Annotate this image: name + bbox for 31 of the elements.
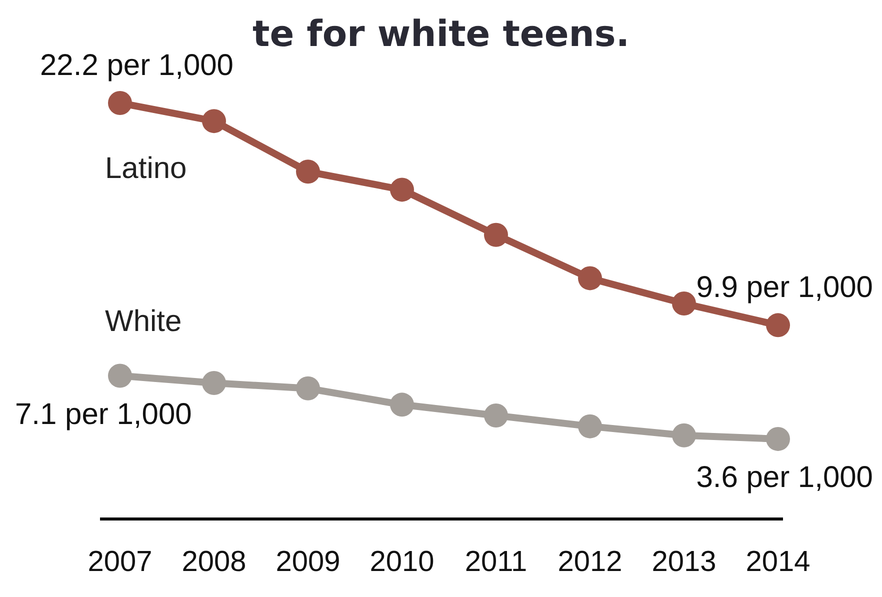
chart-title: te for white teens.	[252, 14, 630, 55]
point	[484, 403, 508, 428]
x-tick-label: 2014	[746, 546, 810, 578]
x-tick-label: 2008	[182, 546, 246, 578]
point	[390, 392, 414, 417]
point	[578, 414, 602, 438]
point	[202, 370, 226, 395]
point	[108, 91, 132, 115]
series-label: Latino	[105, 152, 187, 185]
x-tick-label: 2007	[88, 546, 152, 578]
series-label: White	[105, 304, 182, 338]
point	[296, 160, 320, 184]
point	[296, 376, 320, 400]
point	[202, 109, 226, 134]
data-label: 9.9 per 1,000	[696, 271, 873, 304]
point	[672, 423, 696, 448]
x-tick-label: 2012	[558, 546, 622, 578]
x-tick-label: 2013	[652, 546, 716, 578]
x-tick-label: 2011	[464, 546, 528, 578]
point	[390, 178, 414, 202]
point	[578, 266, 602, 290]
point	[766, 426, 790, 451]
point	[672, 292, 696, 316]
data-label: 22.2 per 1,000	[40, 49, 234, 82]
data-label: 7.1 per 1,000	[15, 398, 192, 431]
point	[484, 222, 508, 247]
x-tick-label: 2009	[276, 546, 340, 578]
point	[108, 364, 132, 388]
point	[766, 313, 790, 338]
data-label: 3.6 per 1,000	[696, 460, 873, 494]
x-tick-label: 2010	[370, 546, 434, 578]
